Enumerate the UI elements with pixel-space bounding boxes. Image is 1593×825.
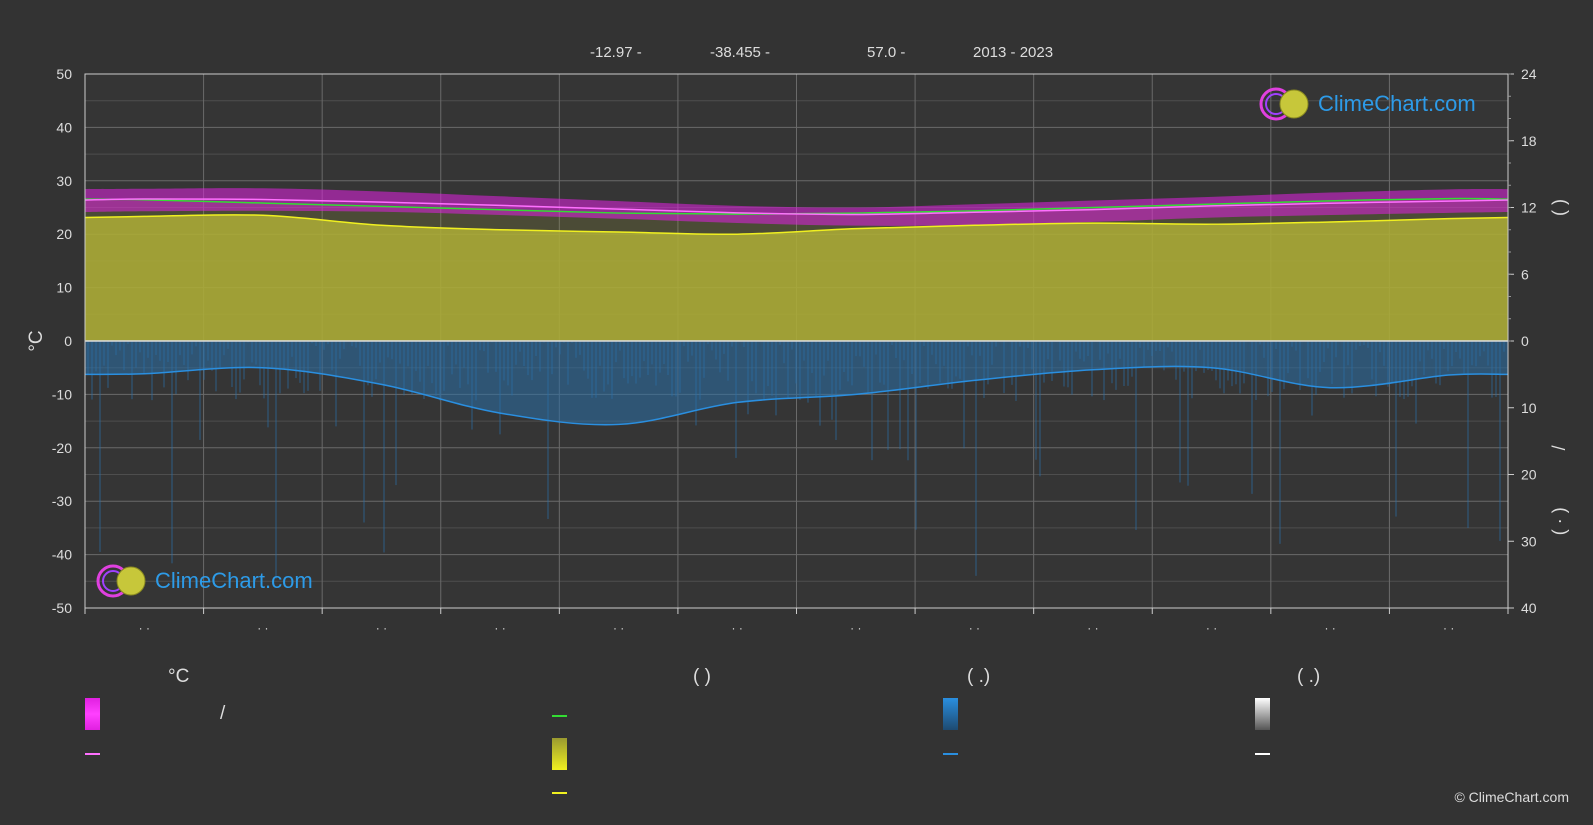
- logo-icon: [1259, 87, 1309, 121]
- right-top-tick-label: 12: [1521, 200, 1537, 216]
- sunshine-line: [84, 214, 1509, 236]
- copyright: © ClimeChart.com: [1454, 789, 1569, 805]
- x-tick-label: · ·: [494, 621, 505, 635]
- logo-text: ClimeChart.com: [1318, 91, 1476, 116]
- daylight-area: [85, 198, 1508, 341]
- right-top-tick-label: 24: [1521, 66, 1537, 82]
- left-tick-label: -20: [52, 440, 72, 456]
- x-tick-label: · ·: [732, 621, 743, 635]
- left-tick-label: -50: [52, 600, 72, 616]
- left-tick-label: 50: [56, 66, 72, 82]
- legend-rain-line-swatch: [943, 753, 958, 755]
- legend-temp-band-label: /: [220, 703, 226, 724]
- legend-temp-mean-swatch: [85, 753, 100, 755]
- left-axis-label: °C: [26, 330, 47, 351]
- logo-top: ClimeChart.com: [1258, 86, 1476, 122]
- header-longitude: -38.455 -: [710, 44, 771, 61]
- right-bottom-tick-label: 20: [1521, 467, 1537, 483]
- right-top-axis-label: ( ): [1549, 199, 1569, 216]
- temperature-band: [85, 188, 1508, 226]
- logo-icon: [96, 564, 146, 598]
- left-tick-label: 20: [56, 226, 72, 242]
- legend-rain-header: ( .): [967, 666, 991, 687]
- rain-area: [85, 341, 1508, 425]
- left-tick-label: -10: [52, 386, 72, 402]
- header-years: 2013 - 2023: [973, 44, 1054, 61]
- legend-sunshine-line-swatch: [552, 792, 567, 794]
- logo-text: ClimeChart.com: [155, 568, 313, 593]
- legend-daylight-swatch: [552, 715, 567, 717]
- x-tick-label: · ·: [257, 621, 268, 635]
- logo-bottom: ClimeChart.com: [95, 563, 313, 599]
- right-bottom-tick-label: 10: [1521, 400, 1537, 416]
- x-tick-label: · ·: [613, 621, 624, 635]
- legend-snow-header: ( .): [1297, 666, 1321, 687]
- legend-snow-swatch: [1255, 698, 1270, 730]
- right-top-tick-label: 6: [1521, 266, 1529, 282]
- left-tick-label: -30: [52, 493, 72, 509]
- legend-snow-line-swatch: [1255, 753, 1270, 755]
- left-tick-label: -40: [52, 547, 72, 563]
- right-bottom-tick-label: 40: [1521, 600, 1537, 616]
- temperature-mean-line: [84, 198, 1509, 216]
- x-tick-label: · ·: [1087, 621, 1098, 635]
- legend-daylight-header: ( ): [693, 666, 711, 687]
- right-top-tick-label: 0: [1521, 333, 1529, 349]
- left-tick-label: 0: [64, 333, 72, 349]
- header-elevation: 57.0 -: [867, 44, 906, 61]
- header-latitude: -12.97 -: [590, 44, 642, 61]
- right-bottom-axis-label: /: [1549, 445, 1569, 450]
- right-top-tick-label: 18: [1521, 133, 1537, 149]
- rain-daily-bars: [87, 341, 1509, 579]
- right-bottom-tick-label: 30: [1521, 533, 1537, 549]
- right-bottom-axis-label-2: ( · ): [1549, 507, 1569, 535]
- x-tick-label: · ·: [850, 621, 861, 635]
- x-tick-label: · ·: [1324, 621, 1335, 635]
- legend-sunshine-swatch: [552, 738, 567, 770]
- left-tick-label: 10: [56, 280, 72, 296]
- x-tick-label: · ·: [376, 621, 387, 635]
- legend-temp-band-swatch: [85, 698, 100, 730]
- x-tick-label: · ·: [139, 621, 150, 635]
- rain-line: [84, 365, 1509, 426]
- x-tick-label: · ·: [969, 621, 980, 635]
- left-tick-label: 40: [56, 119, 72, 135]
- x-tick-label: · ·: [1443, 621, 1454, 635]
- sunshine-area: [85, 214, 1508, 341]
- legend-rain-swatch: [943, 698, 958, 730]
- left-tick-label: 30: [56, 173, 72, 189]
- legend-temp-header: °C: [168, 666, 190, 687]
- x-tick-label: · ·: [1206, 621, 1217, 635]
